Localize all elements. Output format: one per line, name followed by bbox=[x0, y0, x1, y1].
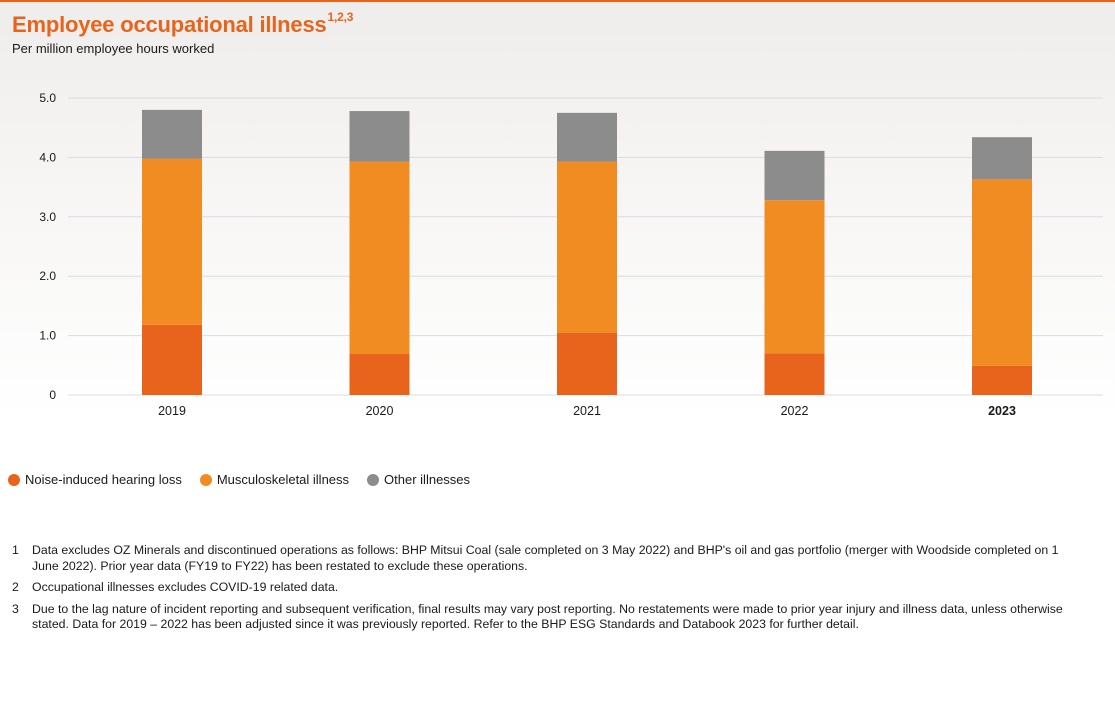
footnote-2: 2 Occupational illnesses excludes COVID-… bbox=[12, 580, 1072, 596]
footnote-text: Data excludes OZ Minerals and discontinu… bbox=[32, 543, 1059, 573]
chart-subtitle: Per million employee hours worked bbox=[12, 41, 215, 56]
x-tick-label-2022: 2022 bbox=[781, 404, 809, 418]
x-tick-label-2023: 2023 bbox=[988, 404, 1016, 418]
footnote-text: Due to the lag nature of incident report… bbox=[32, 601, 1063, 632]
legend-label-musculoskeletal: Musculoskeletal illness bbox=[216, 472, 350, 487]
top-rule bbox=[0, 0, 1115, 2]
legend-item-other: Other illnesses bbox=[367, 472, 470, 487]
legend: Noise-induced hearing loss Musculoskelet… bbox=[8, 472, 470, 487]
legend-label-other: Other illnesses bbox=[384, 472, 471, 487]
footnotes: 1 Data excludes OZ Minerals and disconti… bbox=[12, 543, 1072, 639]
bar-segment-2020-2 bbox=[349, 111, 410, 162]
bar-segment-2019-2 bbox=[142, 109, 202, 159]
y-tick-label: 3.0 bbox=[39, 210, 56, 224]
x-tick-label-2019: 2019 bbox=[158, 404, 186, 418]
bar-segment-2020-1 bbox=[349, 161, 410, 355]
y-axis-ticks: 0 1.0 2.0 3.0 4.0 5.0 bbox=[39, 91, 56, 402]
stacked-bar-chart: 0 1.0 2.0 3.0 4.0 5.0 2019 2020 2021 2022 2023 bbox=[39, 91, 1103, 418]
title-footnote-marker: 1,2,3 bbox=[327, 9, 354, 24]
chart-title-text: Employee occupational illness bbox=[12, 12, 327, 37]
y-tick-label: 4.0 bbox=[39, 150, 56, 164]
bar-segment-2021-2 bbox=[557, 112, 617, 162]
bar-segment-2019-0 bbox=[142, 324, 202, 395]
x-tick-label-2020: 2020 bbox=[366, 404, 394, 418]
y-tick-label: 5.0 bbox=[39, 91, 56, 105]
bar-segment-2023-0 bbox=[972, 365, 1032, 395]
footnote-number: 2 bbox=[12, 580, 19, 594]
legend-swatch-musculoskeletal bbox=[199, 473, 212, 486]
legend-swatch-noise bbox=[8, 473, 20, 486]
chart-title: Employee occupational illness1,2,3 bbox=[12, 9, 354, 38]
legend-item-noise: Noise-induced hearing loss bbox=[8, 472, 182, 487]
bar-segment-2022-1 bbox=[764, 200, 825, 354]
footnote-number: 1 bbox=[12, 543, 19, 557]
bars bbox=[142, 109, 1032, 395]
x-tick-label-2021: 2021 bbox=[573, 404, 601, 418]
footnote-1: 1 Data excludes OZ Minerals and disconti… bbox=[12, 543, 1072, 574]
bar-segment-2023-2 bbox=[972, 137, 1032, 180]
bar-segment-2023-1 bbox=[972, 179, 1032, 366]
footnote-number: 3 bbox=[12, 601, 19, 616]
legend-label-noise: Noise-induced hearing loss bbox=[25, 472, 182, 487]
bar-segment-2022-2 bbox=[764, 150, 825, 201]
footnote-3: 3 Due to the lag nature of incident repo… bbox=[12, 602, 1072, 633]
y-tick-label: 1.0 bbox=[39, 329, 56, 343]
bar-segment-2021-0 bbox=[557, 332, 617, 395]
bar-segment-2020-0 bbox=[349, 354, 410, 395]
x-axis-ticks: 2019 2020 2021 2022 2023 bbox=[158, 404, 1016, 418]
legend-swatch-other bbox=[367, 473, 380, 486]
bar-segment-2019-1 bbox=[142, 158, 202, 325]
legend-item-musculoskeletal: Musculoskeletal illness bbox=[199, 472, 350, 487]
bar-segment-2022-0 bbox=[764, 353, 825, 395]
footnote-text: Occupational illnesses excludes COVID-19… bbox=[32, 580, 339, 594]
y-tick-label: 2.0 bbox=[39, 269, 56, 283]
y-tick-label: 0 bbox=[49, 388, 56, 402]
bar-segment-2021-1 bbox=[557, 161, 617, 333]
